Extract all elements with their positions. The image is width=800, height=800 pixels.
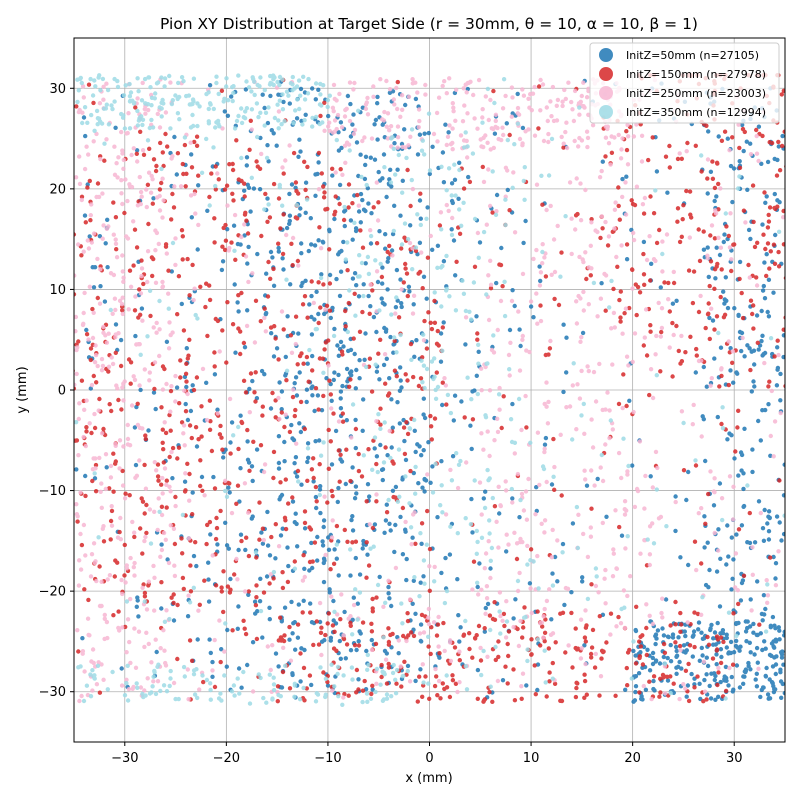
x-axis-label: x (mm) bbox=[405, 771, 452, 786]
legend-marker bbox=[599, 48, 613, 62]
legend-marker bbox=[599, 105, 613, 119]
y-tick-label: −30 bbox=[39, 685, 66, 700]
y-tick-label: 30 bbox=[49, 82, 66, 97]
x-tick-label: 0 bbox=[425, 751, 433, 766]
x-tick-label: −30 bbox=[111, 751, 138, 766]
chart-title: Pion XY Distribution at Target Side (r =… bbox=[160, 15, 698, 33]
x-tick-label: 10 bbox=[523, 751, 540, 766]
axis-ticks: −30 −20 −10 0 10 20 30 −30 −20 −10 0 10 20 30 bbox=[39, 82, 743, 766]
y-tick-label: 0 bbox=[58, 384, 66, 399]
legend: InitZ=50mm (n=27105) InitZ=150mm (n=27978… bbox=[589, 42, 780, 124]
y-tick-label: −20 bbox=[39, 585, 66, 600]
legend-label: InitZ=50mm (n=27105) bbox=[626, 49, 759, 62]
legend-label: InitZ=350mm (n=12994) bbox=[626, 106, 766, 119]
y-tick-label: 10 bbox=[49, 283, 66, 298]
x-tick-label: −10 bbox=[314, 751, 341, 766]
x-tick-label: −20 bbox=[213, 751, 240, 766]
y-tick-label: −10 bbox=[39, 484, 66, 499]
legend-marker bbox=[599, 67, 613, 81]
y-tick-label: 20 bbox=[49, 182, 66, 197]
x-tick-label: 30 bbox=[726, 751, 743, 766]
x-tick-label: 20 bbox=[624, 751, 641, 766]
legend-box bbox=[589, 42, 780, 124]
y-axis-label: y (mm) bbox=[15, 366, 30, 413]
legend-marker bbox=[599, 86, 613, 100]
legend-label: InitZ=150mm (n=27978) bbox=[626, 68, 766, 81]
legend-label: InitZ=250mm (n=23003) bbox=[626, 87, 766, 100]
